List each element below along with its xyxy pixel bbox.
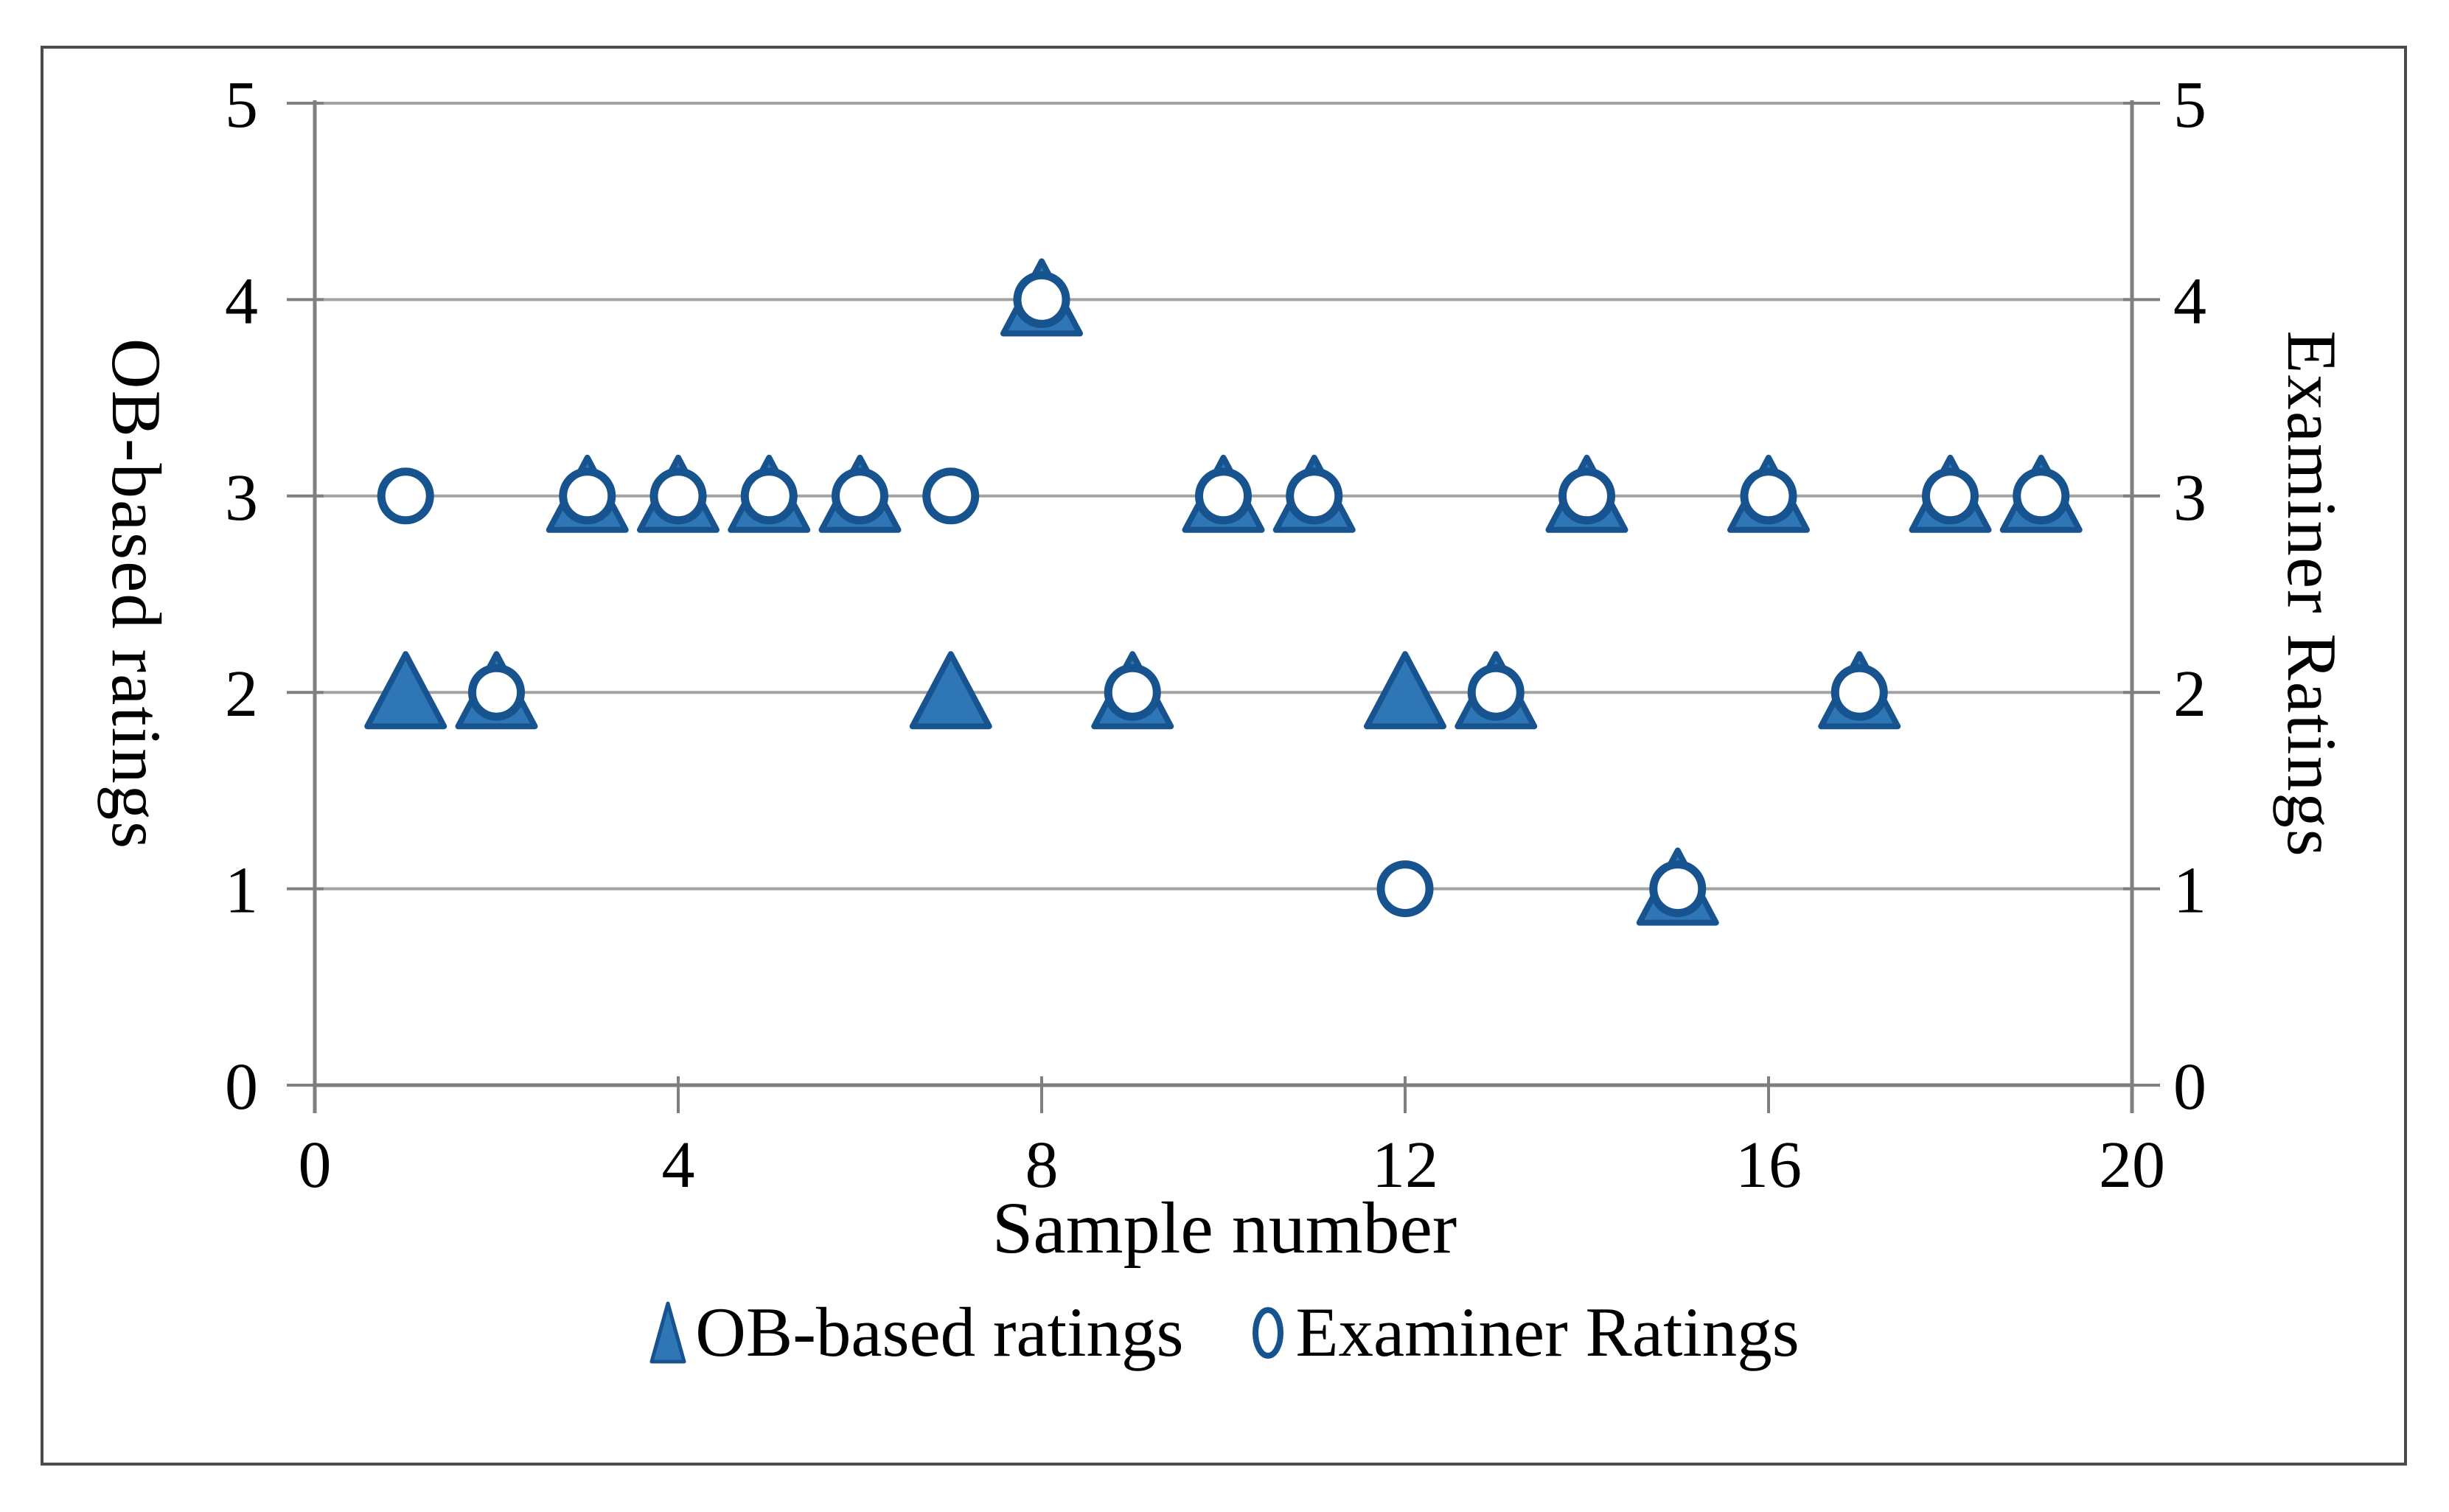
examiner-marker-sample-10 — [1195, 467, 1252, 525]
examiner-marker-sample-9 — [1104, 663, 1161, 721]
legend-item-examiner-ratings: Examiner Ratings — [1250, 1292, 1800, 1373]
y-tick-label-right-0: 0 — [2173, 1051, 2206, 1123]
y-tick-label-left-2: 2 — [225, 658, 258, 731]
y-tick-label-right-2: 2 — [2173, 658, 2206, 731]
examiner-marker-sample-3 — [559, 467, 616, 525]
examiner-marker-sample-1 — [377, 467, 434, 525]
examiner-marker-sample-19 — [2013, 467, 2070, 525]
examiner-marker-sample-7 — [922, 467, 980, 525]
examiner-marker-sample-12 — [1376, 860, 1434, 918]
examiner-marker-sample-15 — [1649, 860, 1707, 918]
examiner-marker-sample-6 — [832, 467, 888, 525]
examiner-marker-sample-5 — [740, 467, 798, 525]
right-axis-title: Examiner Ratings — [2273, 330, 2351, 858]
examiner-marker-sample-14 — [1558, 467, 1615, 525]
x-tick-label-0: 0 — [299, 1129, 332, 1202]
examiner-marker-sample-13 — [1467, 663, 1525, 721]
examiner-marker-sample-11 — [1286, 467, 1343, 525]
open-circle-icon — [1253, 1307, 1284, 1359]
y-tick-label-left-0: 0 — [225, 1051, 258, 1123]
examiner-marker-sample-8 — [1013, 271, 1070, 328]
y-tick-label-right-4: 4 — [2173, 265, 2206, 338]
examiner-marker-sample-18 — [1922, 467, 1979, 525]
y-tick-label-left-5: 5 — [225, 69, 258, 142]
examiner-marker-sample-16 — [1740, 467, 1797, 525]
figure-border — [41, 46, 2407, 1466]
examiner-marker-sample-4 — [649, 467, 707, 525]
y-tick-label-right-1: 1 — [2173, 854, 2206, 927]
ob-marker-sample-1 — [364, 651, 447, 730]
x-tick-label-12: 12 — [1372, 1129, 1438, 1202]
filled-triangle-icon — [649, 1301, 686, 1364]
chart-legend: OB-based ratings Examiner Ratings — [0, 1292, 2449, 1373]
ob-marker-sample-7 — [909, 651, 992, 730]
x-tick-label-4: 4 — [662, 1129, 695, 1202]
y-tick-label-left-3: 3 — [225, 461, 258, 534]
legend-label-examiner: Examiner Ratings — [1295, 1293, 1800, 1371]
y-tick-label-left-1: 1 — [225, 854, 258, 927]
y-tick-label-left-4: 4 — [225, 265, 258, 338]
examiner-marker-sample-17 — [1830, 663, 1888, 721]
left-axis-title: OB-based ratings — [97, 338, 175, 851]
x-tick-label-16: 16 — [1735, 1129, 1802, 1202]
ob-marker-sample-12 — [1364, 651, 1446, 730]
legend-item-ob-based-ratings: OB-based ratings — [649, 1292, 1183, 1373]
y-tick-label-right-5: 5 — [2173, 69, 2206, 142]
legend-label-ob: OB-based ratings — [695, 1293, 1184, 1371]
x-axis-title: Sample number — [992, 1187, 1457, 1269]
y-tick-label-right-3: 3 — [2173, 461, 2206, 534]
x-tick-label-20: 20 — [2099, 1129, 2165, 1202]
examiner-marker-sample-2 — [468, 663, 525, 721]
x-tick-label-8: 8 — [1025, 1129, 1059, 1202]
